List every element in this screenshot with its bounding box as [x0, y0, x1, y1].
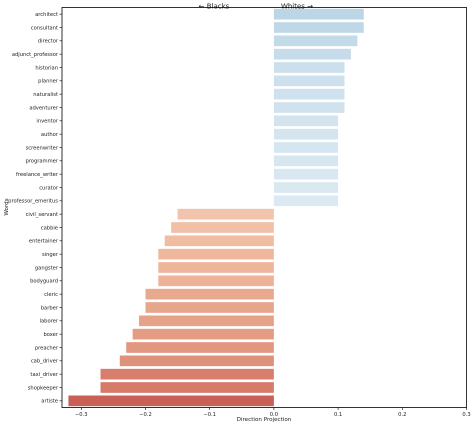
bar-historian — [273, 62, 345, 73]
y-tick-label: historian — [35, 65, 58, 71]
bar-cleric — [145, 288, 274, 300]
x-tick-label: 0.2 — [398, 412, 406, 418]
y-tick-label: adjunct_professor — [12, 52, 59, 58]
bar-adventurer — [273, 102, 345, 113]
bar-gangster — [158, 262, 274, 273]
y-tick-label: professor_emeritus — [8, 199, 58, 205]
bar-curator — [273, 182, 339, 193]
y-tick-label: architect — [35, 12, 58, 18]
y-tick-label: preacher — [35, 345, 59, 351]
bar-adjunct_professor — [273, 48, 351, 60]
y-tick-label: curator — [39, 185, 59, 191]
y-tick-label: consultant — [31, 25, 58, 31]
y-tick-label: taxi_driver — [30, 372, 58, 378]
bar-laborer — [139, 315, 274, 327]
x-ticks: −0.3 −0.2 −0.1 0.0 0.1 0.2 0.3 — [75, 407, 471, 418]
bar-freelance_writer — [273, 168, 339, 180]
y-tick-label: adventurer — [29, 105, 59, 111]
header-left-label: ← Blacks — [199, 3, 230, 11]
bar-shopkeeper — [100, 382, 274, 393]
y-tick-label: screenwriter — [26, 145, 59, 151]
bar-author — [273, 128, 339, 140]
x-tick-label: −0.1 — [203, 412, 216, 418]
y-tick-label: singer — [42, 252, 59, 258]
x-axis-label: Direction Projection — [237, 417, 292, 423]
bar-bodyguard — [158, 275, 274, 287]
bar-artiste — [68, 395, 274, 407]
y-tick-label: cabbie — [41, 225, 58, 231]
y-tick-label: gangster — [35, 265, 59, 271]
y-tick-label: laborer — [40, 319, 59, 325]
y-tick-label: entertainer — [29, 239, 59, 245]
bar-naturalist — [273, 88, 345, 100]
bar-consultant — [273, 22, 364, 33]
y-tick-label: artiste — [41, 399, 58, 405]
x-tick-label: −0.2 — [139, 412, 152, 418]
bar-civil_servant — [177, 208, 274, 220]
bar-taxi_driver — [100, 368, 274, 380]
y-axis-label: Words — [4, 198, 10, 215]
x-tick-label: 0.1 — [334, 412, 342, 418]
y-tick-label: shopkeeper — [28, 385, 59, 391]
y-tick-label: inventor — [36, 119, 58, 125]
y-tick-label: bodyguard — [30, 279, 58, 285]
bar-cabbie — [171, 222, 274, 233]
y-tick-label: cleric — [44, 292, 58, 298]
bar-programmer — [273, 155, 339, 167]
bar-entertainer — [164, 235, 274, 247]
y-tick-label: cab_driver — [31, 359, 59, 365]
bar-barber — [145, 302, 274, 313]
y-tick-label: boxer — [43, 332, 58, 338]
bar-singer — [158, 248, 274, 260]
bar-professor_emeritus — [273, 195, 339, 207]
bar-director — [273, 35, 358, 47]
y-tick-label: programmer — [25, 159, 58, 165]
y-tick-label: author — [41, 132, 59, 138]
bars-group — [68, 8, 364, 407]
y-tick-label: barber — [41, 305, 59, 311]
x-tick-label: 0.3 — [462, 412, 470, 418]
y-tick-label: planner — [38, 79, 59, 85]
bar-preacher — [126, 342, 274, 353]
x-tick-label: −0.3 — [75, 412, 88, 418]
y-tick-label: naturalist — [33, 92, 58, 98]
bar-architect — [273, 8, 364, 20]
y-tick-labels: architect consultant director adjunct_profe… — [8, 12, 62, 405]
bar-inventor — [273, 115, 339, 127]
bar-screenwriter — [273, 142, 339, 153]
plot-frame — [61, 7, 467, 408]
header-right-label: Whites → — [281, 3, 313, 11]
y-tick-label: civil_servant — [26, 212, 58, 218]
y-tick-label: director — [38, 39, 59, 45]
x-tick-label: 0.0 — [270, 412, 278, 418]
bar-planner — [273, 75, 345, 87]
bar-cab_driver — [119, 355, 274, 367]
y-tick-label: freelance_writer — [16, 172, 59, 178]
bar-boxer — [132, 328, 274, 340]
